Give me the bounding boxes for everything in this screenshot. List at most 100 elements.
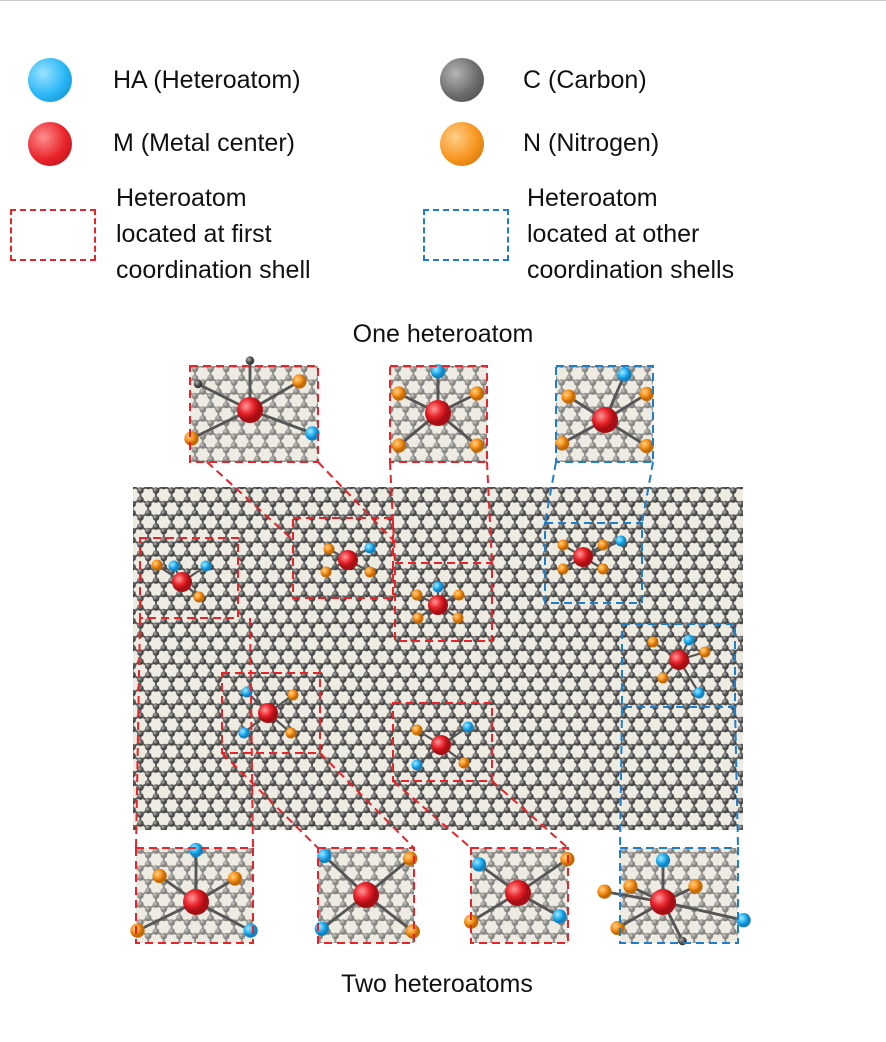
connector-line [221,752,319,849]
inset-site [184,356,320,446]
inset-frame [189,365,319,463]
heteroatom-atom [238,727,250,739]
nitrogen-atom [403,851,418,866]
nitrogen-atom [597,563,609,575]
nitrogen-atom [464,914,479,929]
heteroatom-atom [411,759,423,771]
inset-frame [317,847,415,944]
first-shell-box [394,562,493,642]
legend-nitrogen: N (Nitrogen) [523,129,660,157]
connector-line [486,461,493,564]
site-two-ha-first-a [151,559,212,603]
title-two-heteroatoms: Two heteroatoms [341,970,533,998]
legend-first-shell: Heteroatom located at first coordination… [116,184,311,284]
inset-site [597,853,751,946]
nitrogen-atom [639,386,654,402]
carbon-atom [678,936,687,946]
inset-frame [470,847,569,944]
nitrogen-atom [597,884,612,899]
heteroatom-legend-icon [28,58,72,102]
connector-line [491,780,569,849]
connector-line [389,461,396,564]
heteroatom-atom [615,535,627,547]
other-shell-legend-box [423,209,509,261]
inset-frame [389,365,488,463]
nitrogen-atom [364,566,376,578]
heteroatom-atom [683,634,695,646]
top-border [0,0,886,1]
connector-line [544,461,557,524]
metal-atom [505,880,531,906]
site-one-ha-first-b [411,581,465,624]
heteroatom-atom [317,848,332,864]
first-shell-legend-box [10,209,96,261]
nitrogen-atom [610,920,625,936]
carbon-atom [193,379,203,389]
metal-atom [425,400,451,426]
nitrogen-atom [699,646,711,658]
nitrogen-atom [688,879,703,894]
legend-carbon: C (Carbon) [523,66,647,94]
nitrogen-atom [151,559,163,571]
first-shell-box [139,537,239,619]
heteroatom-atom [243,923,258,938]
nitrogen-atom [647,636,659,648]
nitrogen-atom [193,591,205,603]
metal-legend-icon [28,122,72,166]
nitrogen-atom [623,879,638,894]
connector-line [319,752,415,849]
site-two-ha-first-b [238,686,299,739]
metal-atom [172,572,192,592]
nitrogen-atom [557,563,569,575]
legend-heteroatom: HA (Heteroatom) [113,66,301,94]
nitrogen-atom [469,386,485,401]
nitrogen-atom [227,871,243,886]
connector-line [317,461,394,541]
heteroatom-atom [168,560,180,572]
legend-other-shell: Heteroatom located at other coordination… [527,184,735,284]
nitrogen-atom [391,386,407,401]
first-shell-box [221,672,321,754]
heteroatom-atom [693,687,705,699]
title-one-heteroatom: One heteroatom [352,320,534,348]
metal-atom [592,407,618,433]
connector-line [206,461,294,541]
nitrogen-atom [657,672,669,684]
connector-line [619,706,623,849]
nitrogen-atom [639,438,654,454]
heteroatom-atom [305,426,320,441]
first-shell-box [292,517,394,599]
nitrogen-atom [469,438,485,453]
metal-atom [431,735,451,755]
connector-line [641,461,654,524]
inset-frame [619,847,739,944]
nitrogen-atom [130,923,145,938]
site-one-ha-other [557,535,627,575]
carbon-atom [245,356,255,365]
metal-atom [353,882,379,908]
nitrogen-atom [411,589,423,601]
nitrogen-atom [391,438,407,453]
metal-atom [237,397,263,423]
metal-atom [573,547,593,567]
metal-atom [669,650,689,670]
heteroatom-atom [430,364,446,379]
carbon-legend-icon [440,58,484,102]
connector-line [734,706,739,849]
metal-atom [650,889,676,915]
nitrogen-atom [412,612,424,624]
nitrogen-atom [323,543,335,555]
heteroatom-atom [314,921,329,936]
other-shell-box [544,522,643,604]
heteroatom-atom [655,853,671,868]
heteroatom-atom [364,542,376,554]
nitrogen-atom [453,589,465,601]
inset-site [464,852,575,929]
inset-frame [555,365,654,463]
heteroatom-atom [462,721,474,733]
bond [662,900,744,922]
heteroatom-atom [432,581,444,593]
nitrogen-atom [184,431,199,446]
nitrogen-atom [561,389,576,404]
